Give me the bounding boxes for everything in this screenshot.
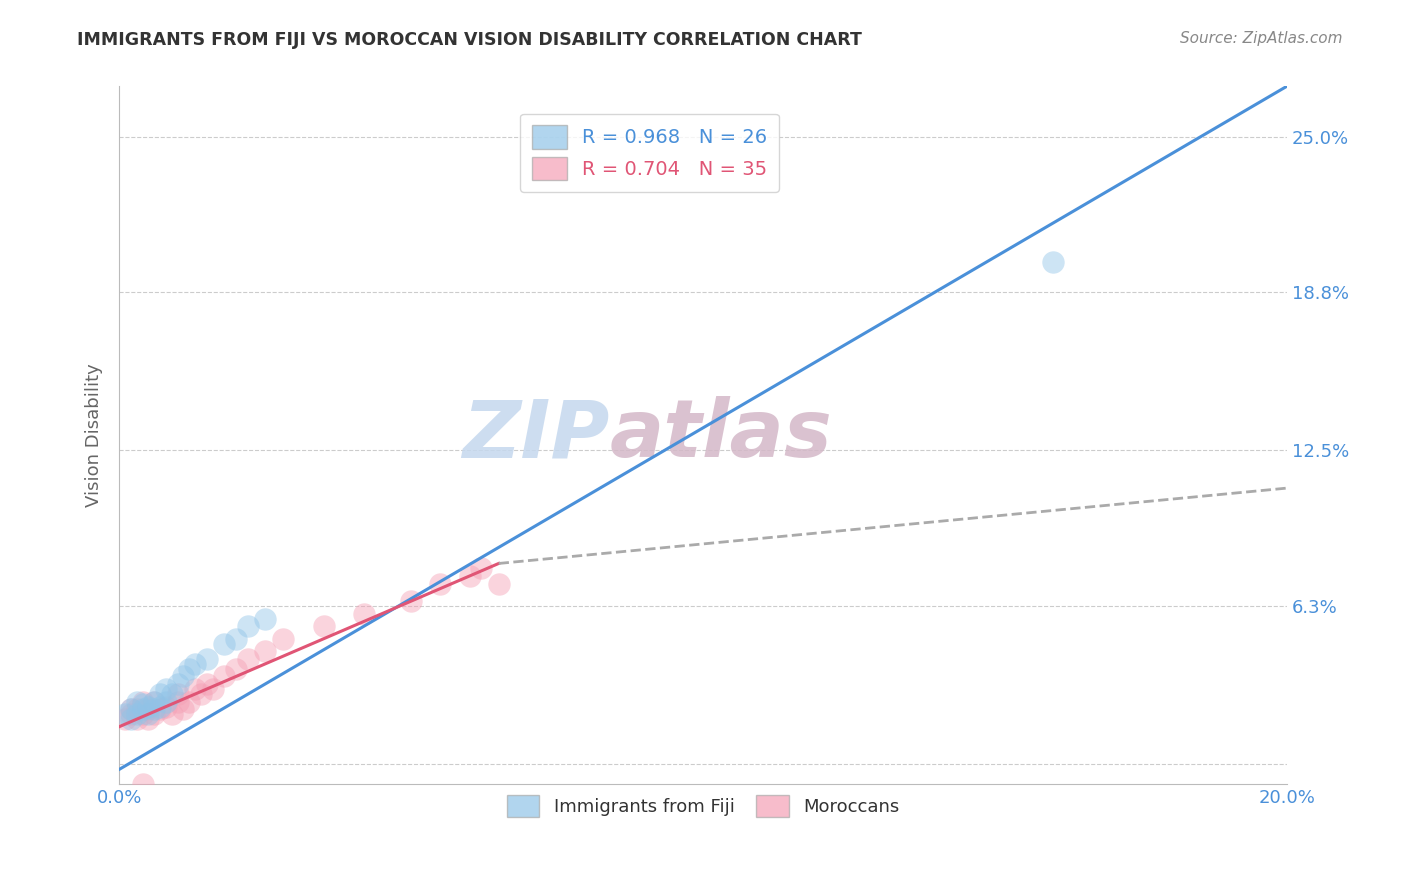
Point — [184, 681, 207, 696]
Point — [179, 662, 201, 676]
Point — [125, 695, 148, 709]
Point — [488, 576, 510, 591]
Point — [125, 707, 148, 722]
Point — [138, 712, 160, 726]
Point — [225, 632, 247, 646]
Point — [166, 677, 188, 691]
Point — [138, 707, 160, 722]
Point — [114, 712, 136, 726]
Point — [166, 687, 188, 701]
Point — [214, 637, 236, 651]
Point — [149, 687, 172, 701]
Point — [225, 662, 247, 676]
Point — [149, 699, 172, 714]
Point — [399, 594, 422, 608]
Text: atlas: atlas — [610, 396, 832, 475]
Point — [179, 695, 201, 709]
Point — [172, 669, 194, 683]
Point — [271, 632, 294, 646]
Point — [458, 569, 481, 583]
Point — [195, 677, 218, 691]
Text: IMMIGRANTS FROM FIJI VS MOROCCAN VISION DISABILITY CORRELATION CHART: IMMIGRANTS FROM FIJI VS MOROCCAN VISION … — [77, 31, 862, 49]
Point — [254, 644, 277, 658]
Point — [236, 652, 259, 666]
Point — [166, 695, 188, 709]
Point — [353, 607, 375, 621]
Point — [160, 707, 183, 722]
Point — [138, 699, 160, 714]
Point — [1042, 255, 1064, 269]
Point — [120, 707, 142, 722]
Y-axis label: Vision Disability: Vision Disability — [86, 364, 103, 508]
Point — [120, 712, 142, 726]
Text: ZIP: ZIP — [463, 396, 610, 475]
Point — [120, 702, 142, 716]
Point — [125, 712, 148, 726]
Point — [143, 695, 166, 709]
Point — [201, 681, 224, 696]
Point — [236, 619, 259, 633]
Point — [155, 695, 177, 709]
Point — [184, 657, 207, 671]
Point — [138, 702, 160, 716]
Point — [160, 687, 183, 701]
Point — [143, 695, 166, 709]
Point — [143, 702, 166, 716]
Point — [214, 669, 236, 683]
Point — [125, 702, 148, 716]
Point — [131, 695, 153, 709]
Point — [114, 707, 136, 722]
Point — [429, 576, 451, 591]
Point — [155, 699, 177, 714]
Point — [131, 707, 153, 722]
Point — [131, 777, 153, 791]
Point — [149, 702, 172, 716]
Point — [254, 612, 277, 626]
Point — [131, 702, 153, 716]
Text: Source: ZipAtlas.com: Source: ZipAtlas.com — [1180, 31, 1343, 46]
Point — [195, 652, 218, 666]
Point — [155, 681, 177, 696]
Point — [470, 561, 492, 575]
Legend: Immigrants from Fiji, Moroccans: Immigrants from Fiji, Moroccans — [499, 788, 907, 824]
Point — [131, 697, 153, 711]
Point — [143, 707, 166, 722]
Point — [172, 702, 194, 716]
Point — [120, 702, 142, 716]
Point — [190, 687, 212, 701]
Point — [312, 619, 335, 633]
